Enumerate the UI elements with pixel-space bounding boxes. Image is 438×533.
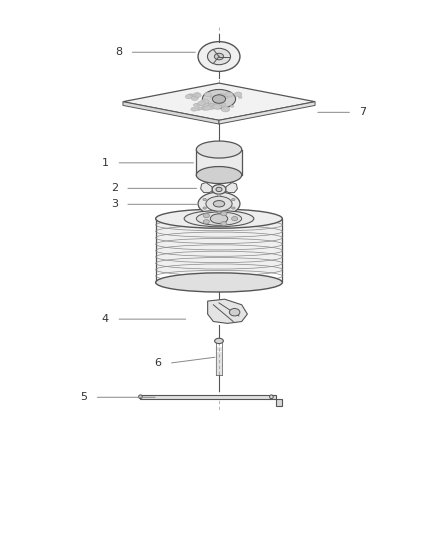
Ellipse shape — [219, 94, 225, 97]
Ellipse shape — [203, 106, 211, 110]
Ellipse shape — [191, 107, 198, 111]
Ellipse shape — [210, 96, 214, 98]
Ellipse shape — [216, 187, 222, 191]
Ellipse shape — [155, 273, 283, 292]
Ellipse shape — [205, 92, 212, 96]
Text: 4: 4 — [102, 314, 109, 324]
Text: 3: 3 — [111, 199, 118, 209]
Ellipse shape — [195, 94, 201, 97]
Text: 1: 1 — [102, 158, 109, 168]
Ellipse shape — [198, 107, 203, 110]
Ellipse shape — [215, 102, 217, 104]
Polygon shape — [141, 395, 272, 399]
Ellipse shape — [203, 198, 206, 200]
Ellipse shape — [238, 96, 242, 99]
Ellipse shape — [203, 207, 206, 209]
Ellipse shape — [184, 211, 254, 227]
Ellipse shape — [221, 212, 227, 216]
Ellipse shape — [232, 207, 235, 209]
Ellipse shape — [225, 92, 233, 97]
Ellipse shape — [196, 141, 242, 158]
Ellipse shape — [203, 220, 209, 224]
Polygon shape — [123, 102, 219, 124]
Ellipse shape — [217, 211, 221, 213]
Ellipse shape — [213, 200, 225, 207]
Ellipse shape — [188, 94, 192, 96]
Ellipse shape — [221, 107, 230, 112]
Text: 7: 7 — [360, 107, 367, 117]
Ellipse shape — [155, 209, 283, 228]
Ellipse shape — [196, 166, 242, 183]
Ellipse shape — [188, 94, 194, 98]
Ellipse shape — [208, 49, 230, 64]
Ellipse shape — [269, 395, 273, 399]
Ellipse shape — [205, 103, 212, 108]
Ellipse shape — [201, 99, 209, 104]
Ellipse shape — [193, 103, 198, 107]
Ellipse shape — [196, 108, 201, 110]
Ellipse shape — [212, 95, 226, 103]
Ellipse shape — [194, 96, 198, 98]
Ellipse shape — [195, 103, 201, 107]
Ellipse shape — [206, 196, 232, 211]
Ellipse shape — [185, 94, 192, 99]
Ellipse shape — [214, 53, 224, 60]
Polygon shape — [226, 182, 237, 192]
Ellipse shape — [204, 103, 210, 107]
Ellipse shape — [220, 103, 226, 107]
Ellipse shape — [202, 90, 236, 109]
Ellipse shape — [230, 309, 240, 316]
Ellipse shape — [234, 92, 242, 96]
Ellipse shape — [221, 222, 227, 226]
Ellipse shape — [214, 99, 217, 101]
Ellipse shape — [198, 101, 205, 106]
Polygon shape — [155, 219, 283, 273]
Ellipse shape — [218, 94, 221, 96]
Ellipse shape — [201, 102, 208, 107]
Text: 6: 6 — [154, 358, 161, 368]
Ellipse shape — [232, 216, 238, 221]
Polygon shape — [201, 182, 212, 192]
Ellipse shape — [218, 93, 226, 98]
Ellipse shape — [208, 103, 214, 107]
Ellipse shape — [196, 212, 242, 225]
Polygon shape — [208, 299, 247, 324]
Polygon shape — [219, 102, 315, 124]
Ellipse shape — [198, 192, 240, 215]
Polygon shape — [272, 395, 283, 406]
Ellipse shape — [219, 103, 223, 106]
Text: 8: 8 — [115, 47, 122, 57]
Text: 5: 5 — [80, 392, 87, 402]
Polygon shape — [196, 150, 242, 175]
Ellipse shape — [191, 96, 198, 101]
Ellipse shape — [219, 106, 222, 108]
Ellipse shape — [213, 104, 221, 109]
Ellipse shape — [218, 106, 222, 108]
Ellipse shape — [215, 95, 221, 99]
Ellipse shape — [138, 395, 142, 399]
Ellipse shape — [193, 93, 201, 97]
Ellipse shape — [208, 106, 214, 109]
Ellipse shape — [198, 42, 240, 71]
Ellipse shape — [217, 194, 221, 196]
Ellipse shape — [203, 213, 209, 217]
Ellipse shape — [201, 106, 208, 110]
Ellipse shape — [230, 105, 234, 108]
Ellipse shape — [210, 214, 228, 223]
Ellipse shape — [215, 338, 223, 344]
Polygon shape — [123, 83, 315, 120]
Ellipse shape — [225, 96, 228, 98]
Text: 2: 2 — [111, 183, 118, 193]
Ellipse shape — [212, 184, 226, 194]
Ellipse shape — [232, 198, 235, 200]
